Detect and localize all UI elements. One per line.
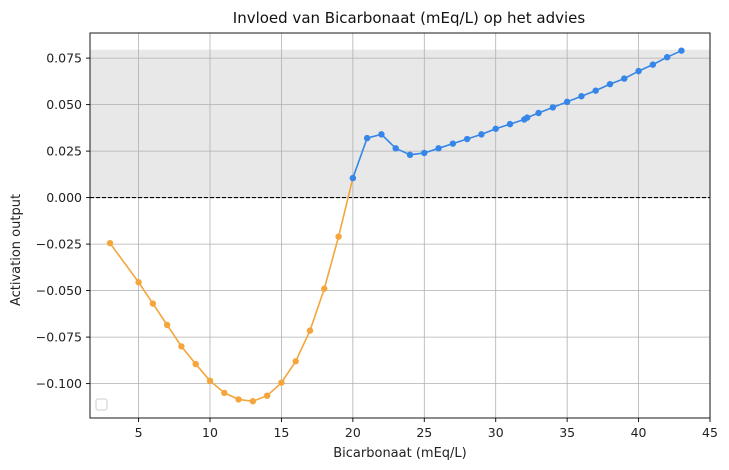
data-point-14 — [321, 285, 328, 292]
data-point-35 — [606, 80, 614, 88]
plot-frame — [89, 32, 711, 419]
line-segment-4 — [180, 345, 197, 365]
data-point-18 — [378, 131, 385, 138]
line-segment-11 — [280, 360, 297, 384]
x-tick-label-4: 25 — [416, 425, 432, 440]
line-segment-18 — [380, 133, 397, 149]
y-tick-label-6: 0.050 — [46, 97, 82, 112]
y-tick-label-4: 0.000 — [46, 190, 82, 205]
line-segment-13 — [309, 288, 326, 331]
x-tick-label-0: 5 — [135, 425, 143, 440]
x-tick-label-7: 40 — [631, 425, 647, 440]
y-tick-label-0: −0.100 — [36, 376, 82, 391]
line-segment-1 — [137, 281, 154, 305]
data-point-29 — [523, 114, 531, 121]
data-point-4 — [178, 343, 185, 350]
x-tick-label-2: 15 — [273, 425, 289, 440]
line-segment-14 — [323, 236, 340, 289]
positive-region-band — [90, 49, 710, 198]
data-point-33 — [578, 93, 585, 100]
y-tick-label-2: −0.050 — [36, 283, 82, 298]
line-segment-0 — [109, 242, 140, 283]
data-point-37 — [635, 67, 642, 75]
data-point-30 — [535, 109, 542, 117]
data-point-19 — [392, 145, 399, 152]
line-segment-12 — [294, 330, 311, 362]
data-point-2 — [149, 300, 157, 307]
data-point-25 — [478, 131, 485, 138]
line-segment-5 — [195, 363, 211, 382]
tick-labels: 5 10 15 20 25 30 35 40 45 −0.100 −0.075 −0.050 −0.02… — [36, 51, 718, 440]
axes — [89, 32, 711, 419]
series-layer — [106, 47, 685, 405]
line-segment-15 — [337, 177, 354, 237]
line-segment-10 — [266, 382, 282, 397]
data-point-16 — [349, 174, 357, 182]
data-point-5 — [192, 360, 199, 368]
data-point-13 — [306, 327, 314, 334]
data-point-11 — [278, 379, 285, 386]
x-tick-label-3: 20 — [345, 425, 361, 440]
data-point-26 — [492, 125, 499, 132]
data-point-6 — [206, 377, 214, 385]
x-tick-label-1: 10 — [202, 425, 218, 440]
data-point-24 — [463, 135, 471, 143]
data-point-31 — [549, 104, 557, 111]
data-point-0 — [106, 239, 114, 247]
data-point-39 — [663, 53, 671, 61]
data-point-36 — [621, 75, 628, 82]
legend — [95, 398, 108, 411]
y-tick-label-7: 0.075 — [46, 51, 82, 66]
line-segment-2 — [152, 303, 168, 326]
y-tick-label-5: 0.025 — [46, 144, 82, 159]
data-point-27 — [506, 120, 514, 128]
data-point-22 — [435, 145, 442, 152]
data-point-15 — [335, 233, 342, 240]
data-point-32 — [563, 98, 571, 106]
chart-title: Invloed van Bicarbonaat (mEq/L) op het a… — [233, 9, 586, 27]
data-point-40 — [678, 47, 685, 54]
data-point-34 — [592, 87, 599, 94]
line-segment-3 — [166, 324, 183, 347]
y-tick-label-3: −0.025 — [36, 237, 82, 252]
data-point-8 — [235, 396, 242, 403]
data-point-3 — [163, 321, 171, 329]
data-point-12 — [292, 358, 299, 365]
data-point-20 — [406, 151, 414, 159]
x-axis-label: Bicarbonaat (mEq/L) — [333, 446, 467, 461]
y-tick-label-1: −0.075 — [36, 330, 82, 345]
legend-box — [95, 398, 108, 411]
data-point-21 — [421, 149, 428, 157]
data-point-23 — [449, 140, 457, 147]
data-point-10 — [263, 392, 271, 399]
y-axis-label: Activation output — [9, 194, 24, 306]
data-point-38 — [649, 61, 657, 68]
data-point-17 — [363, 134, 371, 142]
x-tick-label-8: 45 — [702, 425, 718, 440]
x-tick-label-5: 30 — [488, 425, 504, 440]
data-point-7 — [221, 389, 228, 397]
data-point-9 — [249, 398, 257, 405]
line-segment-16 — [352, 137, 368, 179]
x-tick-label-6: 35 — [559, 425, 575, 440]
data-point-1 — [135, 279, 142, 286]
shaded-band — [90, 49, 710, 198]
